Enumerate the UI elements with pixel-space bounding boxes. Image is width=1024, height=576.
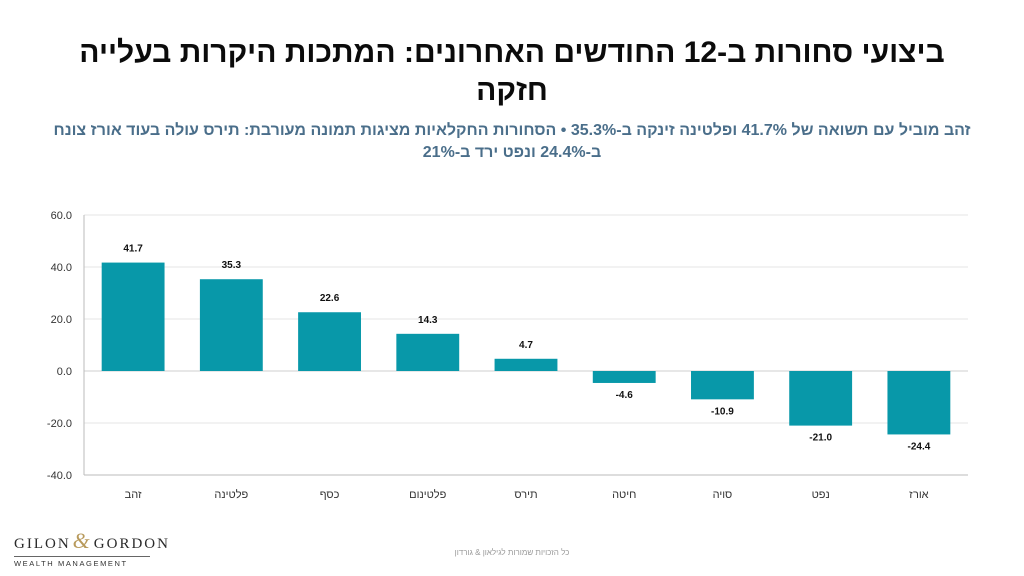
logo-subtitle: WEALTH MANAGEMENT — [14, 559, 128, 568]
x-tick-label: פלטינום — [409, 488, 446, 501]
x-tick-label: זהב — [125, 489, 142, 501]
bar — [691, 371, 754, 400]
data-label: 14.3 — [418, 315, 438, 326]
data-label: -10.9 — [711, 406, 734, 417]
y-tick-label: 20.0 — [51, 314, 72, 326]
chart-subtitle: זהב מוביל עם תשואה של 41.7% ופלטינה זינק… — [53, 122, 971, 161]
logo-ampersand: & — [72, 528, 92, 553]
x-tick-label: תירס — [514, 489, 537, 501]
x-tick-label: אורז — [909, 489, 929, 501]
data-label: 41.7 — [123, 244, 143, 255]
chart-title: ביצועי סחורות ב-12 החודשים האחרונים: המת… — [79, 36, 945, 107]
bar — [396, 333, 460, 371]
brand-logo: GILON & GORDON WEALTH MANAGEMENT — [14, 528, 168, 568]
bar — [101, 262, 165, 371]
data-label: 4.7 — [519, 340, 533, 351]
data-label: -24.4 — [907, 441, 930, 452]
y-tick-label: -20.0 — [47, 418, 72, 430]
x-tick-label: פלטינה — [214, 488, 248, 501]
x-tick-label: נפט — [812, 489, 830, 501]
y-tick-label: 0.0 — [57, 366, 72, 378]
data-label: -21.0 — [809, 433, 832, 444]
y-tick-label: 40.0 — [51, 262, 72, 274]
bar — [887, 371, 951, 435]
data-label: 35.3 — [222, 260, 242, 271]
bar — [298, 312, 361, 371]
y-tick-label: 60.0 — [51, 210, 72, 222]
x-tick-label: חיטה — [612, 489, 636, 501]
logo-left-text: GILON — [14, 536, 71, 552]
footer-copyright: כל הזכויות שמורות לגילאון & גורדון — [454, 548, 570, 557]
logo-wordmark: GILON & GORDON — [14, 528, 168, 554]
data-label: 22.6 — [320, 293, 340, 304]
bar — [592, 371, 656, 383]
bar — [494, 358, 558, 371]
data-label: -4.6 — [616, 390, 634, 401]
logo-divider — [14, 556, 150, 557]
logo-right-text: GORDON — [93, 536, 170, 552]
x-tick-label: סויה — [713, 489, 733, 501]
y-tick-label: -40.0 — [47, 470, 72, 482]
x-tick-label: כסף — [320, 489, 340, 501]
bar — [199, 279, 263, 371]
bar — [789, 371, 853, 426]
